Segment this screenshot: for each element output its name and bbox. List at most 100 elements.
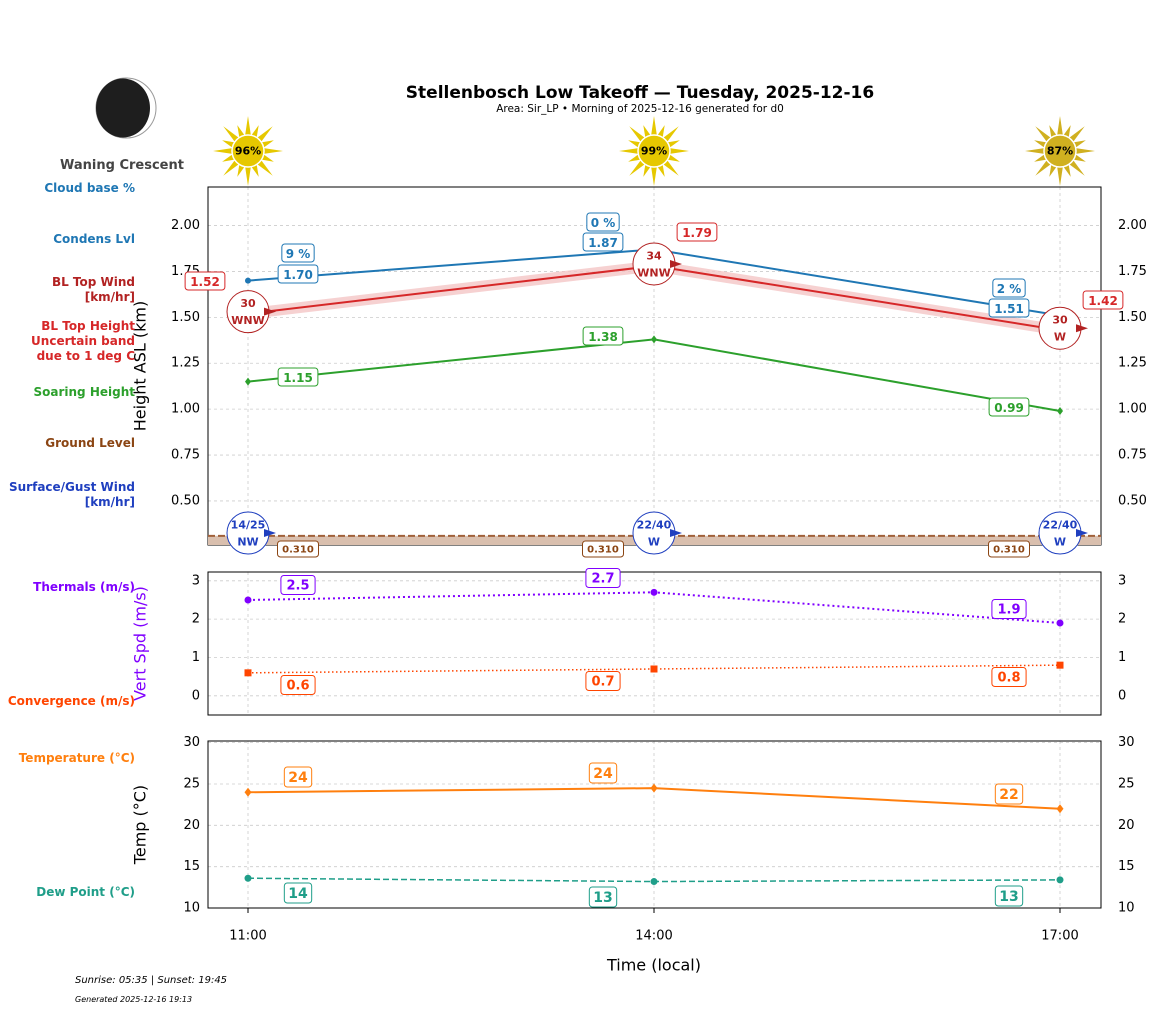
sun-ray — [251, 125, 259, 138]
sun-ray — [1073, 154, 1086, 162]
sun-ray — [667, 154, 680, 162]
dew-point-label: 13 — [593, 890, 612, 906]
sun-ray — [663, 160, 679, 176]
sun-ray — [1035, 126, 1051, 142]
convergence-point — [650, 665, 658, 673]
sun-ray — [245, 166, 251, 186]
dew-point-label: 14 — [288, 886, 308, 902]
temperature-label-box — [283, 766, 313, 788]
bl-top-label-box — [1082, 290, 1124, 310]
sun-percent-label: 87% — [1047, 145, 1073, 158]
sun-ray — [1049, 125, 1057, 138]
sun-ray — [261, 154, 274, 162]
sun-ray — [245, 116, 251, 136]
soaring-label: 1.15 — [283, 371, 313, 385]
plot-frame — [207, 571, 1102, 716]
sun-ray — [643, 125, 651, 138]
moon-shadow — [96, 78, 150, 138]
condens-label-box — [582, 232, 624, 252]
temperature-label: 24 — [288, 770, 308, 786]
bl-wind-speed: 30 — [240, 297, 256, 310]
bl-top-label-box — [676, 222, 718, 242]
sun-ray — [1049, 164, 1057, 177]
y-tick-label-right: 15 — [1118, 859, 1135, 874]
sun-ray — [237, 164, 245, 177]
sun-ray — [257, 126, 273, 142]
sun-ray — [1057, 166, 1063, 186]
soaring-label-box — [582, 326, 624, 346]
label-surface-wind: Surface/Gust Wind [km/hr] — [9, 480, 135, 509]
surface-wind-direction: NW — [237, 536, 258, 549]
generated-timestamp: Generated 2025-12-16 19:13 — [75, 995, 193, 1004]
cloud-base-pct-label-box — [586, 212, 620, 232]
y-tick-label: 1.50 — [171, 310, 200, 325]
bl-wind-speed: 34 — [646, 249, 662, 262]
sun-ray — [251, 164, 259, 177]
sun-ray — [619, 148, 639, 154]
bl-top-label: 1.42 — [1088, 294, 1118, 308]
bl-wind-direction: WNW — [637, 266, 670, 279]
label-temperature: Temperature (°C) — [18, 751, 135, 765]
bl-wind-arrow-icon — [670, 259, 682, 268]
sun-icon — [213, 116, 283, 186]
sun-ray — [263, 148, 283, 154]
y-tick-label: 30 — [183, 735, 200, 750]
thermals-label-box — [585, 568, 621, 588]
sun-ray — [223, 126, 239, 142]
sun-ray — [1035, 160, 1051, 176]
soaring-point — [651, 335, 657, 344]
cloud-base-pct-label-box — [992, 278, 1026, 298]
sun-ray — [667, 140, 680, 148]
dew-point-point — [244, 874, 252, 882]
y-tick-label: 0.75 — [171, 448, 200, 463]
convergence-label: 0.7 — [591, 675, 614, 690]
sun-ray — [261, 140, 274, 148]
temperature-point — [650, 783, 658, 793]
x-tick-label: 14:00 — [635, 929, 672, 944]
sun-ray — [628, 140, 641, 148]
convergence-line — [247, 664, 1061, 674]
ground-label-box — [582, 540, 624, 558]
sun-ray — [1063, 164, 1071, 177]
sun-ray — [237, 125, 245, 138]
sun-ray — [651, 166, 657, 186]
sun-ray — [1069, 160, 1085, 176]
bl-top-label: 1.79 — [682, 226, 712, 240]
sun-ray — [1073, 140, 1086, 148]
bl-wind-arrow-icon — [264, 307, 276, 316]
y-tick-label-right: 1.75 — [1118, 264, 1147, 279]
sun-percent-label: 99% — [641, 145, 667, 158]
surface-wind-speed: 22/40 — [1043, 519, 1078, 532]
sun-ray — [1034, 140, 1047, 148]
sun-ray — [222, 154, 235, 162]
temperature-label-box — [588, 762, 618, 784]
y-tick-label: 2.00 — [171, 218, 200, 233]
bl-wind-direction: WNW — [231, 314, 264, 327]
condens-point — [245, 277, 251, 284]
y-tick-label: 0 — [192, 688, 200, 703]
sun-ray — [1034, 154, 1047, 162]
y-tick-label-right: 25 — [1118, 776, 1135, 791]
y-tick-label: 10 — [183, 901, 200, 916]
condens-label: 1.51 — [994, 302, 1024, 316]
dew-point-label-box — [588, 886, 618, 908]
temperature-label: 22 — [999, 787, 1018, 803]
y-tick-label-right: 2.00 — [1118, 218, 1147, 233]
sun-ray — [663, 126, 679, 142]
thermals-label: 1.9 — [997, 603, 1020, 618]
cloud-base-pct-label: 0 % — [591, 216, 616, 230]
sun-ray — [628, 154, 641, 162]
sun-ray — [213, 148, 233, 154]
y-tick-label-right: 0 — [1118, 688, 1126, 703]
surface-wind-direction: W — [1054, 536, 1066, 549]
moon-phase-label: Waning Crescent — [60, 158, 184, 173]
sun-ray — [1025, 148, 1045, 154]
thermals-point — [1056, 619, 1064, 627]
ground-label: 0.310 — [587, 545, 619, 556]
thermals-label-box — [991, 599, 1027, 619]
y-axis-label: Temp (°C) — [131, 785, 150, 865]
x-axis-label: Time (local) — [606, 956, 701, 975]
surface-wind-speed: 22/40 — [637, 519, 672, 532]
y-tick-label-right: 1.25 — [1118, 356, 1147, 371]
surface-wind-arrow-icon — [670, 529, 682, 537]
